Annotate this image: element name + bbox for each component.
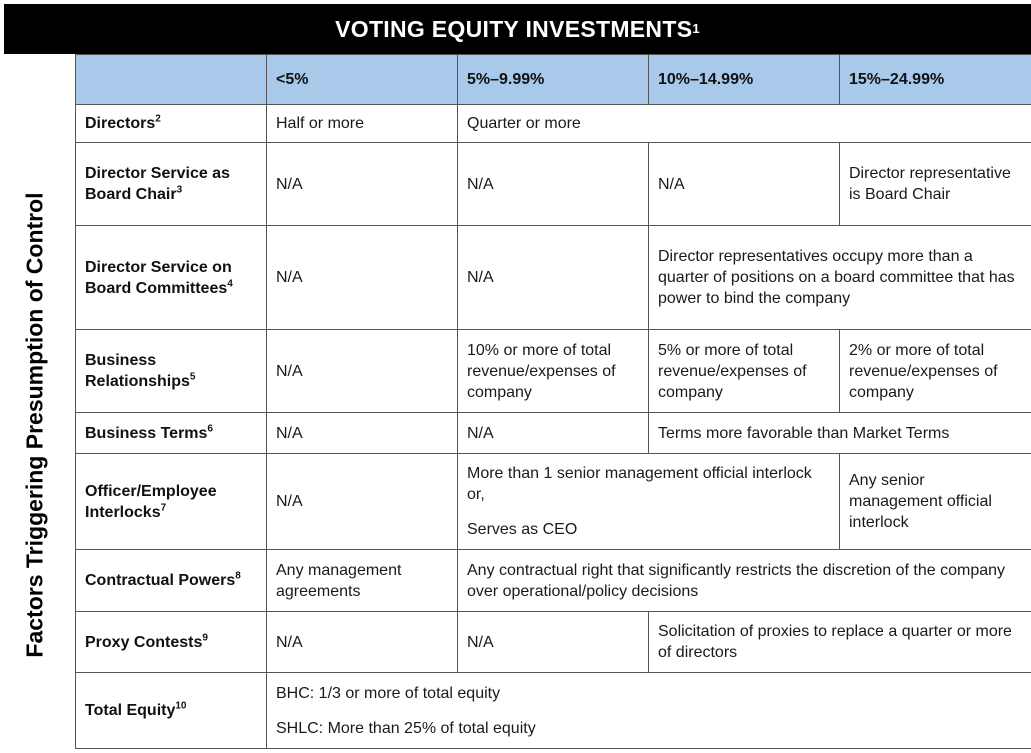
table-row: Business Relationships5 N/A 10% or more … <box>75 329 1031 413</box>
cell: 5% or more of total revenue/expenses of … <box>648 329 840 413</box>
cell: N/A <box>266 142 458 226</box>
cell: N/A <box>457 142 649 226</box>
cell: N/A <box>266 412 458 454</box>
table-row: Business Terms6 N/A N/A Terms more favor… <box>75 412 1031 454</box>
table-row: Director Service as Board Chair3 N/A N/A… <box>75 142 1031 226</box>
table-row: Proxy Contests9 N/A N/A Solicitation of … <box>75 611 1031 673</box>
cell: BHC: 1/3 or more of total equity SHLC: Mo… <box>266 672 1031 749</box>
row-label: Proxy Contests9 <box>75 611 267 673</box>
cell: N/A <box>457 611 649 673</box>
cell: Any contractual right that significantly… <box>457 549 1031 612</box>
header-5-9: 5%–9.99% <box>457 54 649 105</box>
cell: N/A <box>266 329 458 413</box>
cell: Director representatives occupy more tha… <box>648 225 1031 330</box>
row-label: Business Terms6 <box>75 412 267 454</box>
cell: Any management agreements <box>266 549 458 612</box>
cell: Quarter or more <box>457 104 1031 143</box>
side-label: Factors Triggering Presumption of Contro… <box>21 192 48 658</box>
control-factors-table: <5% 5%–9.99% 10%–14.99% 15%–24.99% Direc… <box>75 54 1031 749</box>
cell: N/A <box>457 412 649 454</box>
cell: Solicitation of proxies to replace a qua… <box>648 611 1031 673</box>
header-10-14: 10%–14.99% <box>648 54 840 105</box>
table-row: Officer/Employee Interlocks7 N/A More th… <box>75 453 1031 550</box>
cell: N/A <box>266 225 458 330</box>
cell: N/A <box>266 453 458 550</box>
row-label: Director Service as Board Chair3 <box>75 142 267 226</box>
row-label: Total Equity10 <box>75 672 267 749</box>
cell: N/A <box>266 611 458 673</box>
header-15-24: 15%–24.99% <box>839 54 1031 105</box>
cell: N/A <box>648 142 840 226</box>
table-row: Director Service on Board Committees4 N/… <box>75 225 1031 330</box>
header-lt5: <5% <box>266 54 458 105</box>
row-label: Officer/Employee Interlocks7 <box>75 453 267 550</box>
cell: Any senior management official interlock <box>839 453 1031 550</box>
table-title: VOTING EQUITY INVESTMENTS 1 <box>4 4 1031 54</box>
row-label: Director Service on Board Committees4 <box>75 225 267 330</box>
cell: 10% or more of total revenue/expenses of… <box>457 329 649 413</box>
table-row: Directors2 Half or more Quarter or more <box>75 104 1031 143</box>
row-label: Contractual Powers8 <box>75 549 267 612</box>
cell: Director representative is Board Chair <box>839 142 1031 226</box>
cell: Half or more <box>266 104 458 143</box>
header-row: <5% 5%–9.99% 10%–14.99% 15%–24.99% <box>75 54 1031 105</box>
table-row: Total Equity10 BHC: 1/3 or more of total… <box>75 672 1031 749</box>
row-label: Business Relationships5 <box>75 329 267 413</box>
table-row: Contractual Powers8 Any management agree… <box>75 549 1031 612</box>
header-blank <box>75 54 267 105</box>
cell: 2% or more of total revenue/expenses of … <box>839 329 1031 413</box>
row-label: Directors2 <box>75 104 267 143</box>
cell: Terms more favorable than Market Terms <box>648 412 1031 454</box>
table-title-text: VOTING EQUITY INVESTMENTS <box>335 15 693 42</box>
cell: More than 1 senior management official i… <box>457 453 840 550</box>
cell: N/A <box>457 225 649 330</box>
